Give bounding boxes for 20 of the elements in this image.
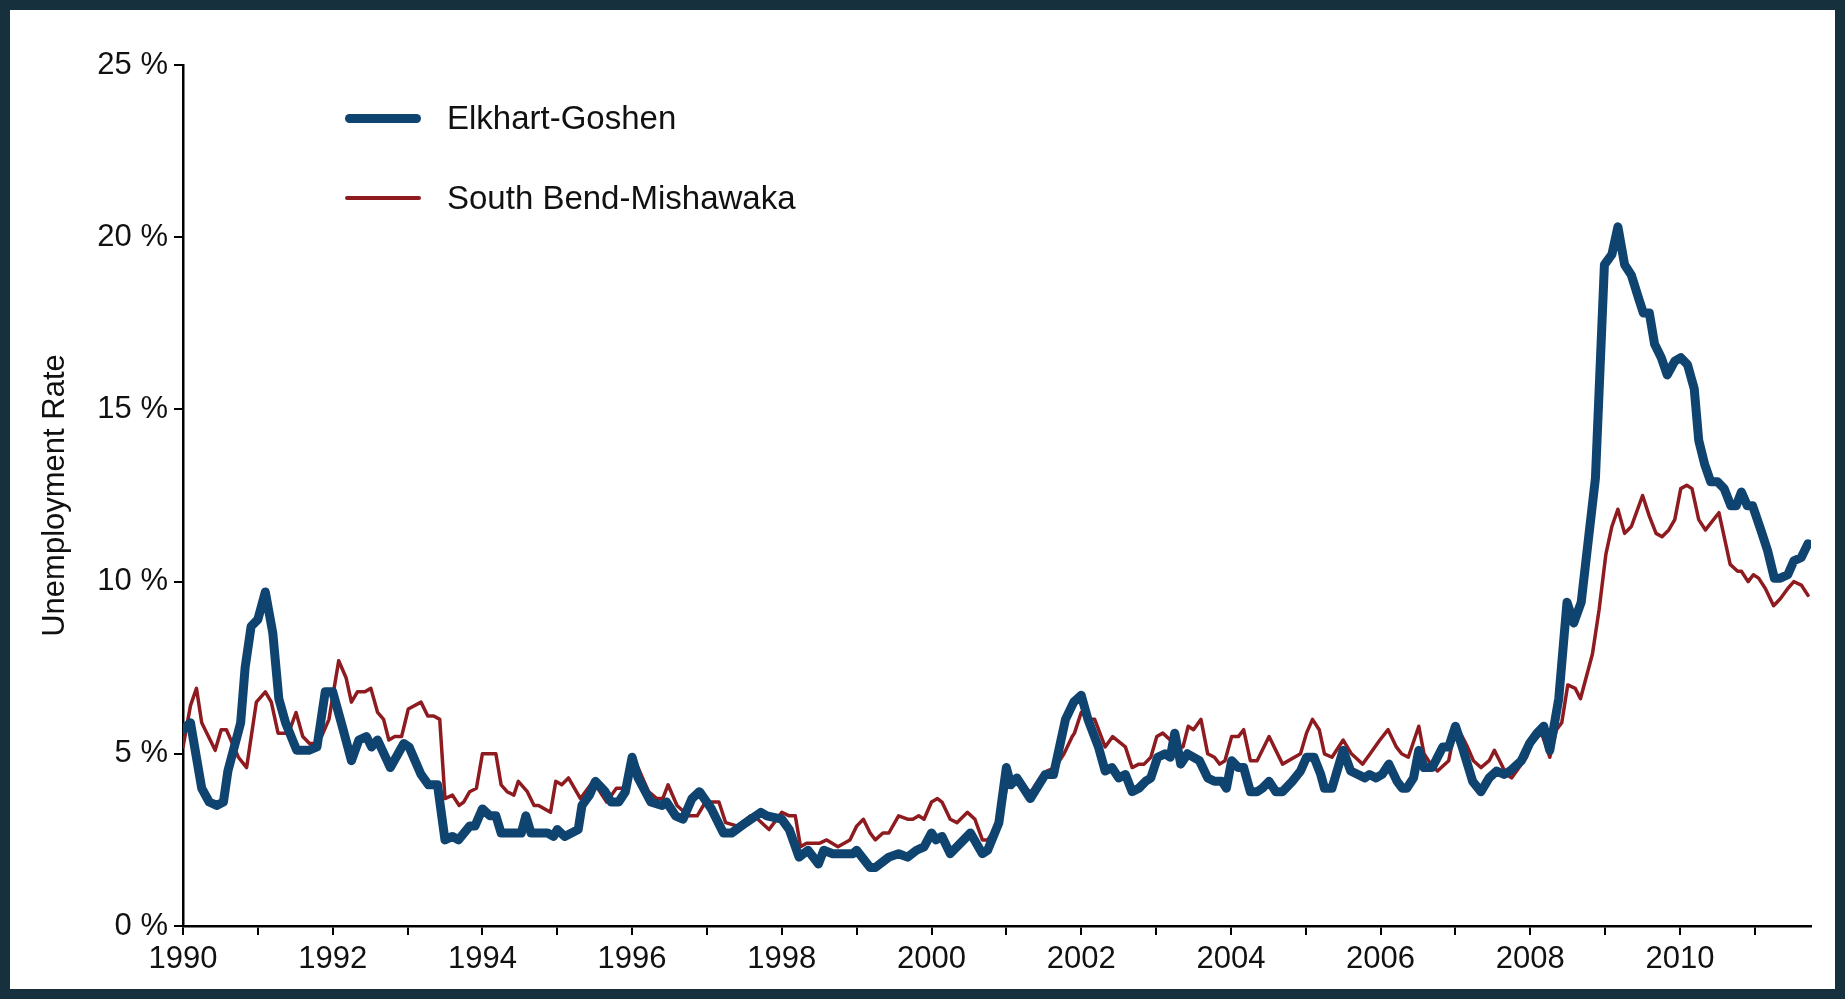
x-tick-label: 1990: [148, 940, 218, 976]
x-tick-label: 2002: [1046, 940, 1116, 976]
x-tick-label: 1996: [597, 940, 667, 976]
x-tick-label: 1992: [298, 940, 368, 976]
y-tick-label: 20 %: [97, 217, 168, 253]
y-tick-label: 25 %: [97, 45, 168, 81]
x-tick-label: 1998: [747, 940, 817, 976]
x-tick-label: 2004: [1196, 940, 1266, 976]
y-tick-label: 15 %: [97, 389, 168, 425]
y-tick-label: 10 %: [97, 562, 168, 598]
legend-label: South Bend-Mishawaka: [447, 179, 796, 217]
y-tick-label: 0 %: [114, 906, 168, 942]
x-tick-label: 2008: [1495, 940, 1565, 976]
x-tick-label: 1994: [447, 940, 517, 976]
y-tick-label: 5 %: [114, 734, 168, 770]
x-tick-label: 2000: [897, 940, 966, 976]
x-tick-label: 2006: [1346, 940, 1416, 976]
x-tick-label: 2010: [1645, 940, 1715, 976]
legend-label: Elkhart-Goshen: [447, 99, 677, 137]
y-axis-title: Unemployment Rate: [36, 354, 72, 637]
